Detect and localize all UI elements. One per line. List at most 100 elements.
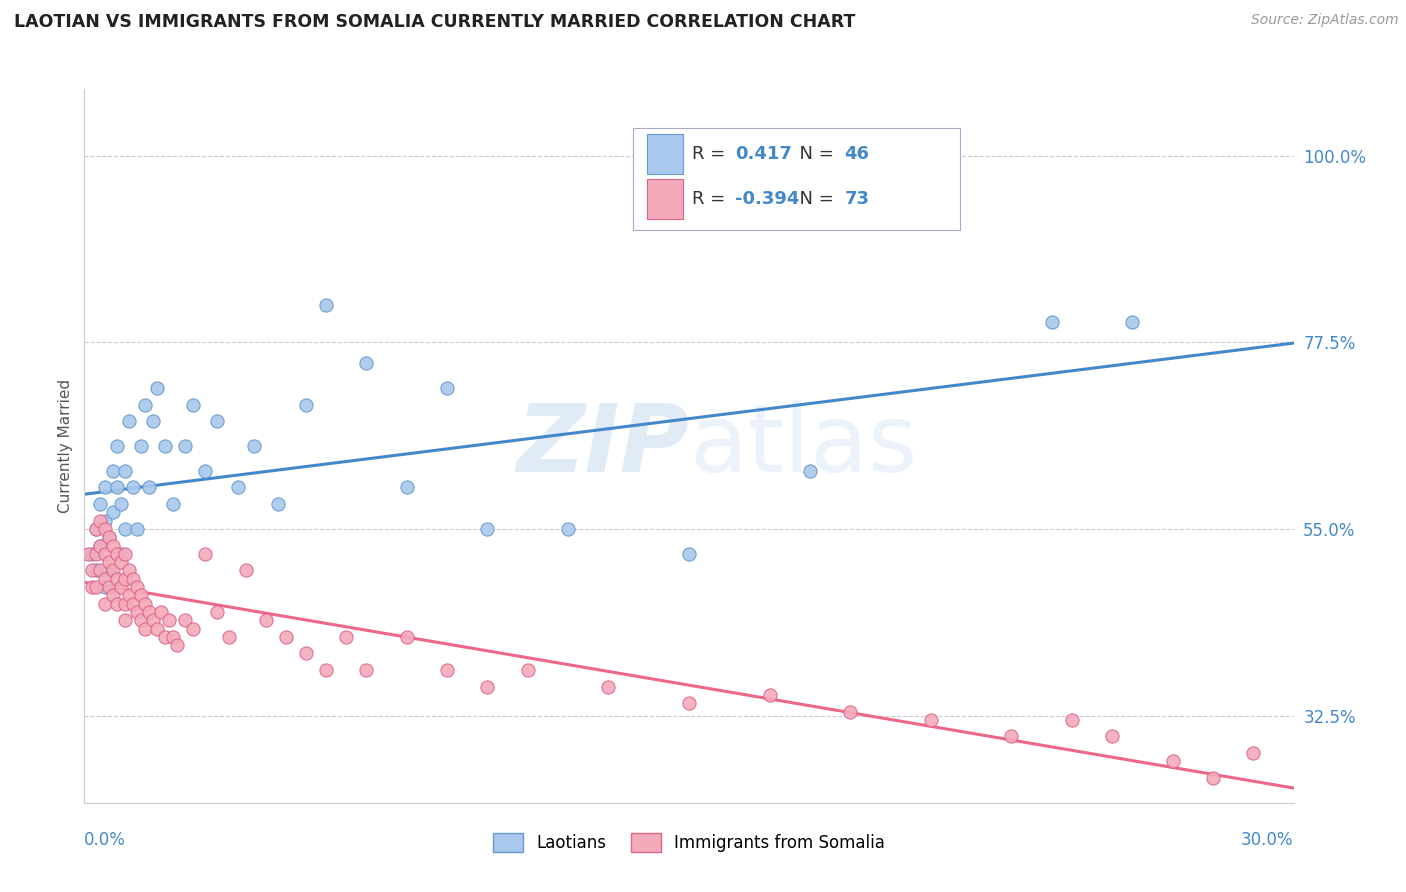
Point (101, 564, 124, 578)
Point (97, 555, 120, 569)
Point (477, 522, 499, 536)
Point (149, 605, 172, 619)
Point (356, 356, 378, 370)
Text: atlas: atlas (689, 400, 917, 492)
Text: 46: 46 (844, 145, 869, 163)
Point (181, 397, 204, 411)
Point (1060, 713, 1083, 727)
Point (799, 464, 821, 478)
Point (678, 547, 700, 561)
Point (121, 597, 143, 611)
Point (174, 439, 197, 453)
Point (436, 663, 458, 677)
Point (315, 663, 337, 677)
Point (118, 414, 141, 428)
Point (920, 713, 942, 727)
Point (114, 464, 136, 478)
Point (162, 497, 184, 511)
Text: Source: ZipAtlas.com: Source: ZipAtlas.com (1251, 13, 1399, 28)
Point (86, 580, 108, 594)
Point (86, 564, 108, 578)
Point (166, 638, 188, 652)
Point (436, 381, 458, 395)
Point (105, 439, 128, 453)
Point (89, 514, 111, 528)
Point (146, 622, 169, 636)
Text: 30.0%: 30.0% (1241, 831, 1294, 849)
Point (134, 622, 156, 636)
Point (194, 547, 217, 561)
Legend: Laotians, Immigrants from Somalia: Laotians, Immigrants from Somalia (486, 826, 891, 859)
Point (97, 530, 120, 544)
Point (181, 622, 204, 636)
Point (162, 630, 184, 644)
Point (125, 522, 148, 536)
Point (1000, 730, 1022, 744)
Point (86, 522, 108, 536)
Point (93, 522, 115, 536)
Point (125, 605, 148, 619)
Point (207, 605, 229, 619)
Point (89, 564, 111, 578)
Point (101, 588, 124, 602)
Point (121, 481, 143, 495)
Point (129, 588, 152, 602)
Point (93, 580, 115, 594)
Point (207, 414, 229, 428)
Point (1202, 771, 1225, 785)
Point (77, 547, 100, 561)
Point (295, 397, 318, 411)
Point (82, 564, 104, 578)
Point (315, 298, 337, 312)
Point (118, 564, 141, 578)
Text: 0.417: 0.417 (735, 145, 792, 163)
Point (101, 464, 124, 478)
Point (295, 647, 318, 661)
Point (218, 630, 240, 644)
Point (138, 605, 160, 619)
Point (93, 547, 115, 561)
Point (335, 630, 357, 644)
Text: N =: N = (787, 145, 839, 163)
Point (129, 613, 152, 627)
Point (101, 539, 124, 553)
Point (110, 497, 132, 511)
Point (1121, 314, 1143, 328)
Point (89, 539, 111, 553)
Point (93, 597, 115, 611)
Point (1040, 314, 1063, 328)
Y-axis label: Currently Married: Currently Married (58, 379, 73, 513)
Point (129, 439, 152, 453)
Point (142, 613, 165, 627)
Point (97, 564, 120, 578)
Point (146, 381, 169, 395)
Point (82, 547, 104, 561)
Point (142, 414, 165, 428)
Point (226, 481, 249, 495)
Text: N =: N = (787, 190, 839, 208)
Point (86, 547, 108, 561)
Text: 73: 73 (844, 190, 869, 208)
Point (274, 630, 297, 644)
Point (395, 630, 418, 644)
Point (114, 522, 136, 536)
Point (134, 597, 156, 611)
Point (242, 439, 264, 453)
Point (134, 397, 156, 411)
Text: ZIP: ZIP (516, 400, 689, 492)
Point (89, 539, 111, 553)
Point (194, 464, 217, 478)
Point (105, 597, 128, 611)
Point (1161, 754, 1184, 768)
Point (138, 481, 160, 495)
Point (1101, 730, 1123, 744)
Point (121, 572, 143, 586)
Point (235, 564, 257, 578)
Point (89, 497, 111, 511)
Point (157, 613, 180, 627)
Point (105, 481, 128, 495)
Point (516, 663, 538, 677)
Text: R =: R = (693, 145, 731, 163)
Point (153, 630, 176, 644)
Point (254, 613, 277, 627)
